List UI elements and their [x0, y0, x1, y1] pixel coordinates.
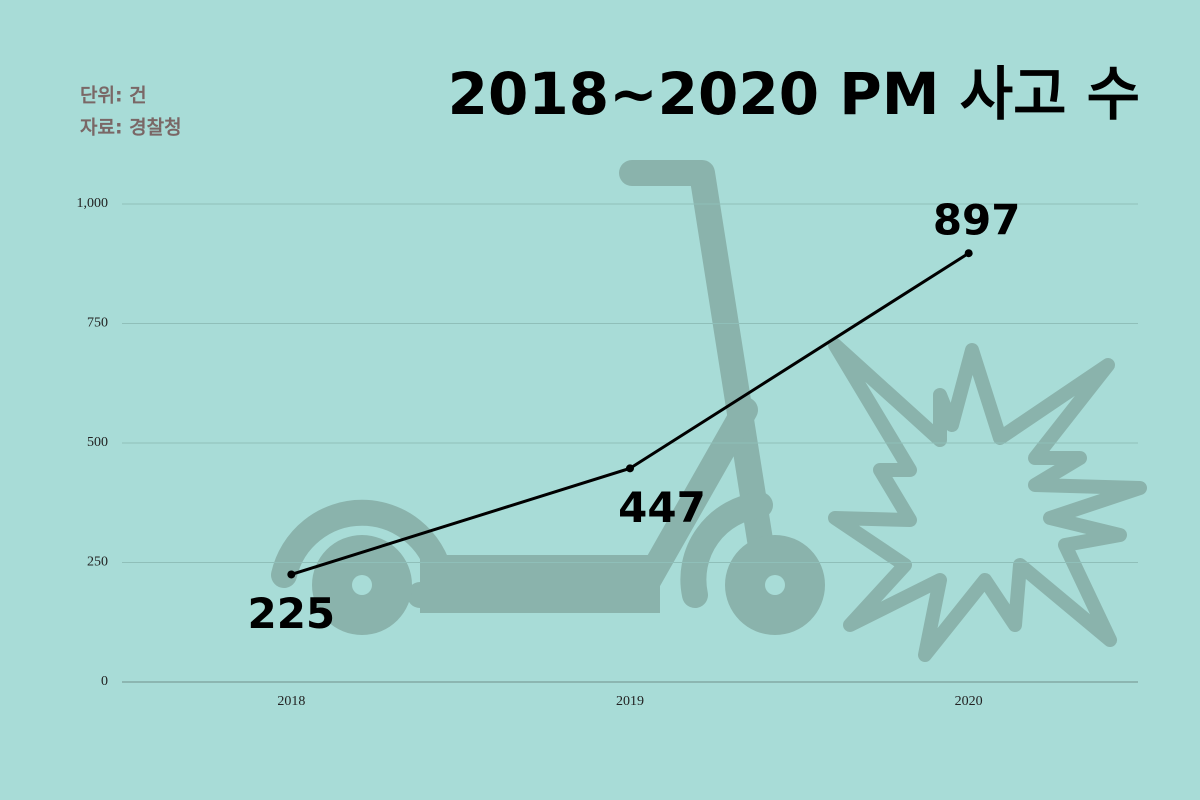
data-point	[287, 570, 296, 579]
chart-title: 2018~2020 PM 사고 수	[448, 60, 1140, 128]
x-tick-label: 2018	[277, 694, 305, 709]
data-label: 225	[247, 589, 335, 638]
y-tick-label: 750	[87, 316, 108, 331]
data-label: 447	[618, 483, 706, 532]
data-point	[964, 249, 973, 258]
y-tick-label: 500	[87, 435, 108, 450]
data-label: 897	[933, 196, 1021, 245]
data-point	[626, 464, 634, 473]
y-tick-label: 0	[101, 674, 108, 689]
wheel-hub	[765, 575, 785, 595]
y-tick-label: 1,000	[77, 196, 109, 211]
source-note: 자료: 경찰청	[80, 117, 182, 139]
x-tick-label: 2020	[955, 694, 983, 709]
x-tick-label: 2019	[616, 694, 644, 709]
wheel-hub	[352, 575, 372, 595]
unit-note: 단위: 건	[80, 85, 147, 107]
y-tick-label: 250	[87, 555, 108, 570]
